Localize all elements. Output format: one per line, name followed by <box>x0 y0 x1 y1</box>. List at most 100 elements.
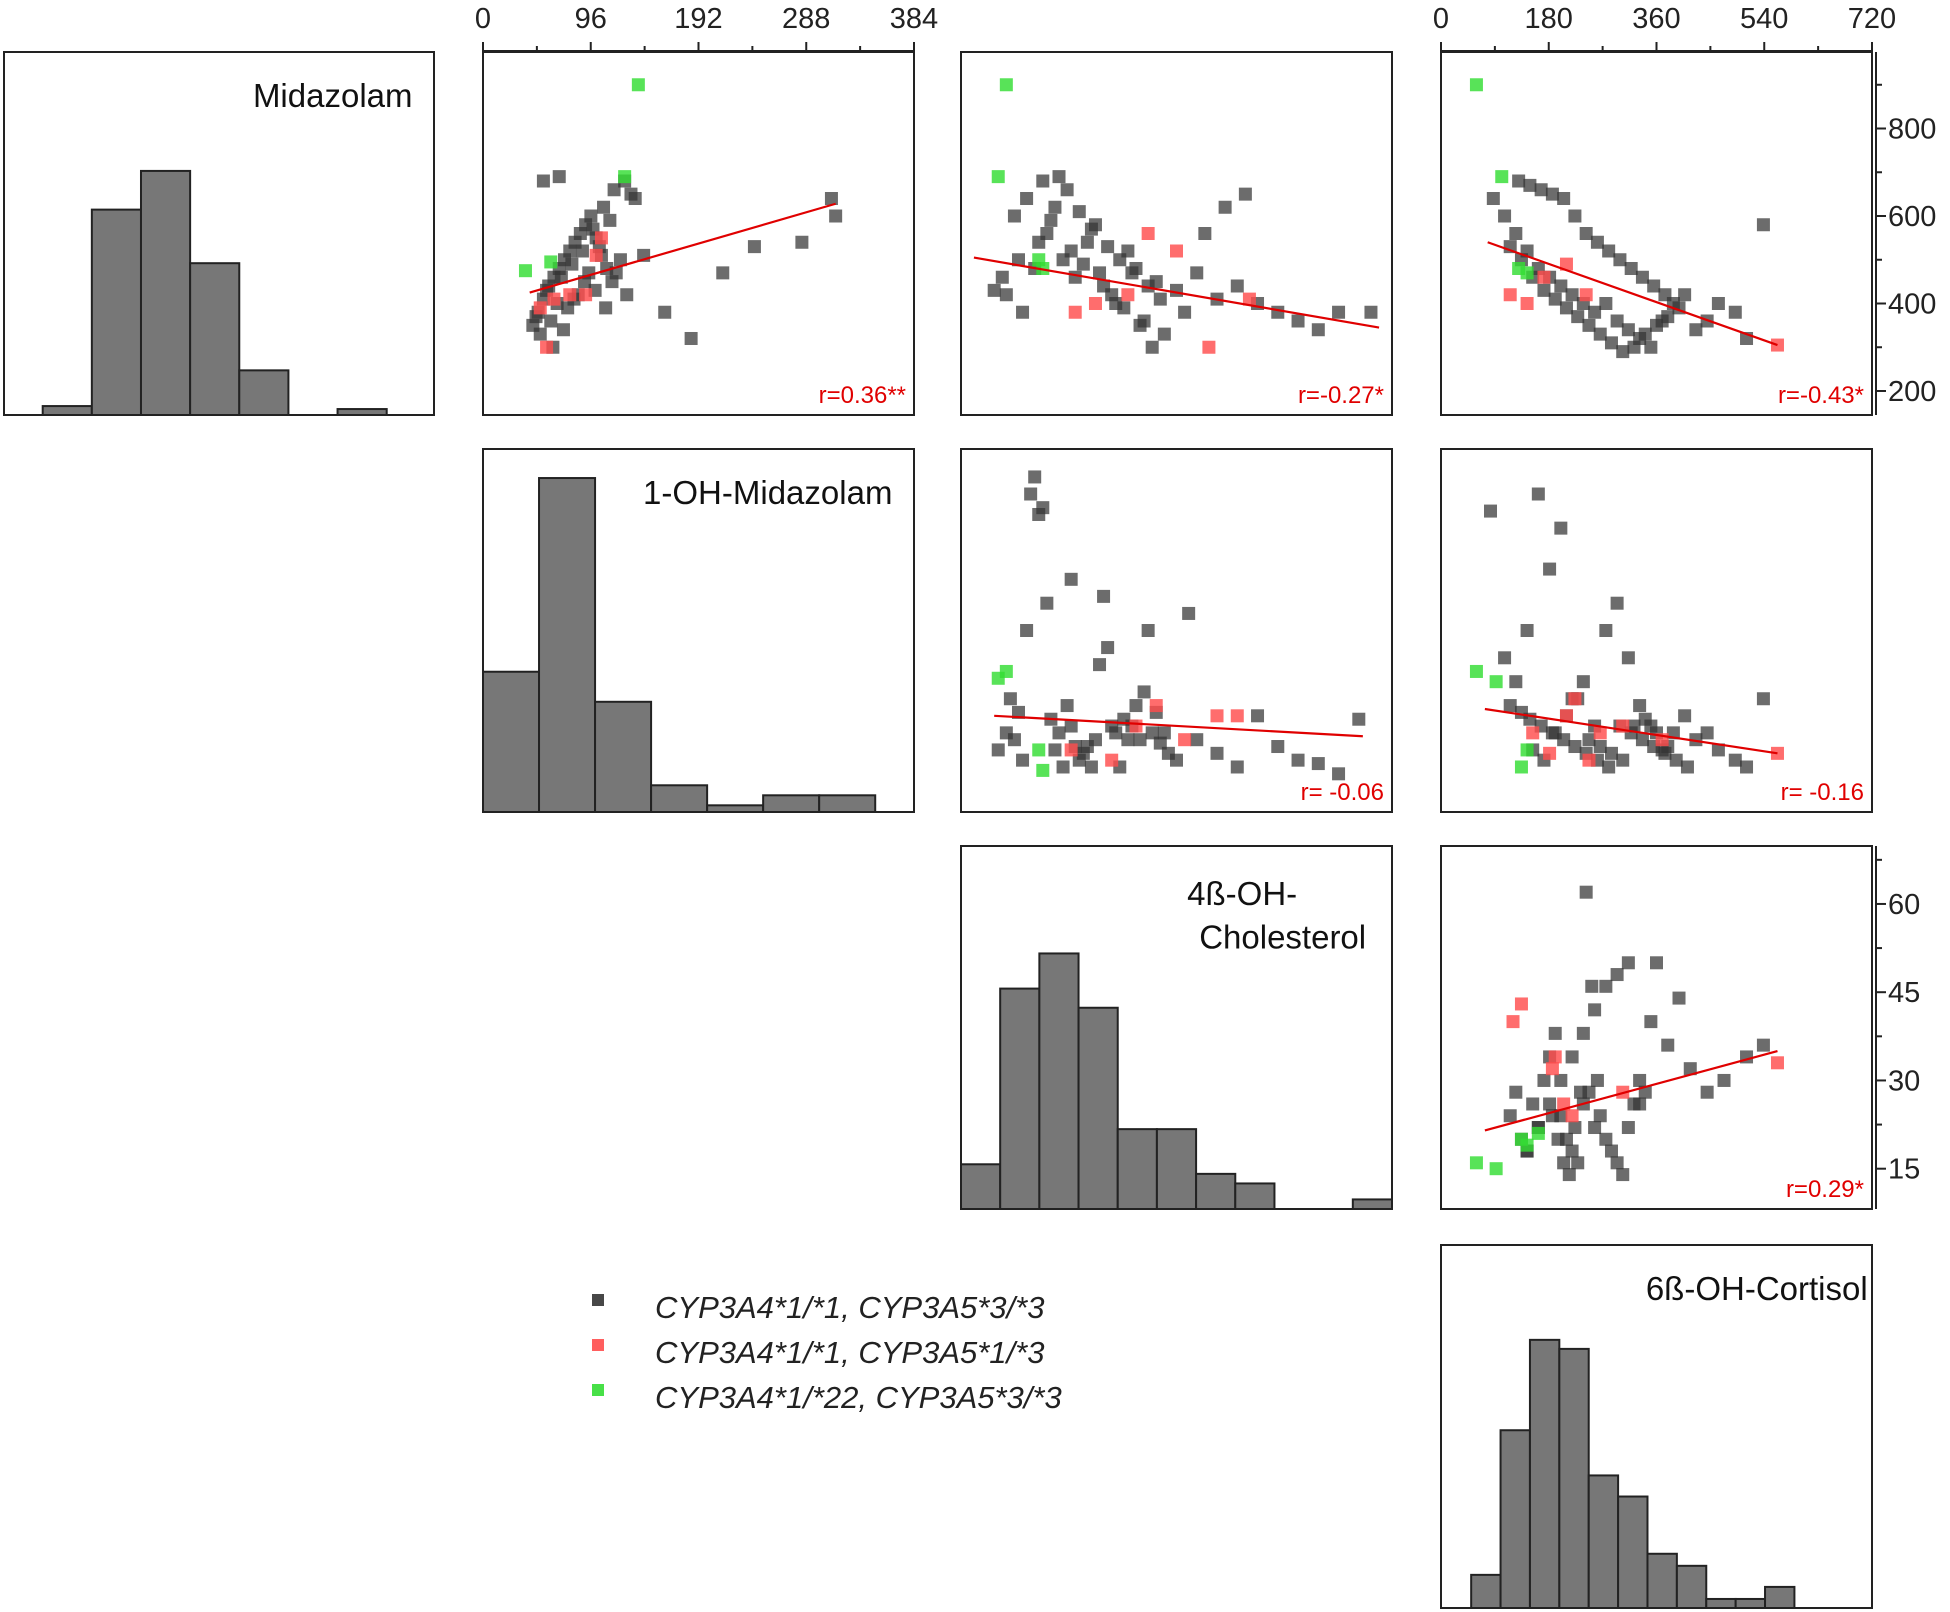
scatter-point-5-1-0 <box>1506 1015 1520 1029</box>
scatter-point-1-0-48 <box>1084 222 1098 236</box>
scatter-point-3-0-34 <box>1020 624 1034 637</box>
scatter-point-2-0-7 <box>1565 288 1579 302</box>
scatter-point-3-0-0 <box>991 743 1005 757</box>
histogram-bar-2-3 <box>1077 1006 1119 1210</box>
scatter-point-5-2-3 <box>1520 1138 1534 1152</box>
scatter-point-0-2-1 <box>618 170 632 184</box>
scatter-point-0-0-27 <box>554 270 568 284</box>
scatter-point-4-0-2 <box>1509 675 1523 689</box>
scatter-point-1-1-4 <box>1170 244 1183 258</box>
scatter-point-1-1-1 <box>1088 296 1102 310</box>
scatter-point-2-0-31 <box>1582 318 1596 332</box>
scatter-point-3-0-8 <box>1056 760 1070 774</box>
scatter-point-3-0-49 <box>1109 726 1123 740</box>
scatter-point-2-0-1 <box>1498 209 1512 223</box>
histogram-bar-3-2 <box>1528 1338 1561 1610</box>
scatter-point-4-0-32 <box>1616 753 1630 767</box>
scatter-point-0-2-0 <box>631 78 645 92</box>
scatter-point-0-1-4 <box>589 248 603 262</box>
scatter-point-0-0-32 <box>607 183 621 197</box>
histogram-bar-3-9 <box>1734 1597 1767 1610</box>
scatter-point-1-0-24 <box>1332 305 1346 319</box>
scatter-point-5-0-8 <box>1548 1026 1562 1040</box>
scatter-point-1-0-28 <box>1036 174 1050 188</box>
scatter-frame-0 <box>482 51 915 416</box>
scatter-point-5-2-4 <box>1531 1126 1545 1140</box>
scatter-point-0-0-26 <box>544 314 558 328</box>
histogram-bar-2-7 <box>1234 1182 1276 1211</box>
legend-label-1: CYP3A4*1/*1, CYP3A5*1/*3 <box>655 1335 1044 1370</box>
histogram-bar-0-3 <box>189 262 241 416</box>
regression-line-2 <box>1487 241 1778 347</box>
scatter-point-4-0-49 <box>1635 733 1649 747</box>
scatter-point-4-0-17 <box>1678 709 1692 723</box>
histogram-bar-2-1 <box>999 987 1041 1211</box>
histogram-bar-3-8 <box>1705 1597 1737 1610</box>
scatter-point-2-0-33 <box>1604 336 1618 350</box>
scatter-point-5-0-39 <box>1576 1026 1590 1040</box>
histogram-bar-3-3 <box>1558 1347 1590 1610</box>
scatter-point-5-1-7 <box>1770 1056 1784 1070</box>
x-axis-cortisol-label-0: 0 <box>1433 3 1449 35</box>
scatter-point-1-0-17 <box>1190 266 1204 280</box>
y-axis-cholesterol-label-3: 60 <box>1888 889 1920 921</box>
scatter-point-3-0-26 <box>1251 709 1265 723</box>
scatter-point-3-0-29 <box>1311 757 1325 771</box>
scatter-point-1-0-33 <box>1105 288 1119 302</box>
histogram-bar-2-0 <box>960 1163 1002 1211</box>
scatter-point-0-0-53 <box>552 170 566 184</box>
scatter-point-3-0-23 <box>1190 733 1204 747</box>
y-axis-cholesterol-label-1: 30 <box>1888 1065 1920 1097</box>
scatter-point-5-0-42 <box>1610 968 1624 982</box>
scatter-point-2-1-0 <box>1503 288 1517 302</box>
scatter-point-0-0-48 <box>795 235 809 249</box>
scatter-point-5-1-2 <box>1545 1062 1559 1076</box>
scatter-point-2-0-52 <box>1647 279 1661 293</box>
scatter-point-2-0-20 <box>1711 296 1725 310</box>
scatter-point-3-1-3 <box>1149 699 1163 713</box>
histogram-bar-1-0 <box>482 670 541 814</box>
scatter-point-1-1-0 <box>1068 305 1082 319</box>
scatter-point-1-2-1 <box>991 170 1005 184</box>
scatter-point-0-1-0 <box>533 301 547 315</box>
scatter-point-4-0-41 <box>1545 726 1559 740</box>
scatter-point-2-2-1 <box>1495 170 1509 184</box>
correlation-label-3: r= -0.06 <box>1301 779 1384 806</box>
scatter-point-5-0-27 <box>1661 1038 1675 1052</box>
histogram-title-0-0: Midazolam <box>253 77 413 114</box>
scatter-point-4-0-4 <box>1531 487 1545 501</box>
correlation-label-0: r=0.36** <box>819 382 906 409</box>
scatter-point-5-1-1 <box>1514 997 1528 1011</box>
scatter-point-3-1-2 <box>1129 719 1143 733</box>
scatter-point-5-0-41 <box>1599 979 1613 993</box>
histogram-title-2-1: Cholesterol <box>1199 918 1366 955</box>
scatter-point-1-0-0 <box>987 283 1001 297</box>
scatter-point-5-0-11 <box>1565 1144 1579 1158</box>
scatter-point-0-1-5 <box>594 231 608 245</box>
scatter-point-3-0-42 <box>1011 705 1025 719</box>
scatter-point-2-0-18 <box>1689 323 1703 337</box>
scatter-point-3-0-12 <box>1088 733 1102 747</box>
scatter-point-4-1-0 <box>1526 726 1540 740</box>
scatter-point-4-2-1 <box>1489 675 1503 689</box>
histogram-bar-0-4 <box>238 369 290 417</box>
scatter-point-2-0-10 <box>1599 296 1613 310</box>
scatter-point-2-0-30 <box>1571 310 1585 324</box>
scatter-point-5-1-3 <box>1548 1050 1562 1064</box>
histogram-bar-2-4 <box>1116 1128 1158 1211</box>
scatter-point-3-0-40 <box>1182 606 1196 620</box>
scatter-point-3-0-48 <box>1084 760 1098 774</box>
scatter-point-3-0-4 <box>1024 487 1038 501</box>
scatter-point-1-0-25 <box>1364 305 1378 319</box>
scatter-point-1-0-22 <box>1291 314 1305 328</box>
histogram-bar-1-4 <box>706 804 765 814</box>
regression-line-1 <box>973 256 1380 329</box>
scatter-point-2-0-2 <box>1509 227 1523 240</box>
scatter-point-4-0-53 <box>1680 760 1694 774</box>
scatter-point-4-0-30 <box>1593 740 1607 754</box>
scatter-point-2-0-23 <box>1756 218 1770 232</box>
histogram-bar-1-6 <box>818 794 877 814</box>
histogram-bar-3-10 <box>1764 1585 1796 1609</box>
scatter-point-5-0-21 <box>1621 1121 1635 1135</box>
